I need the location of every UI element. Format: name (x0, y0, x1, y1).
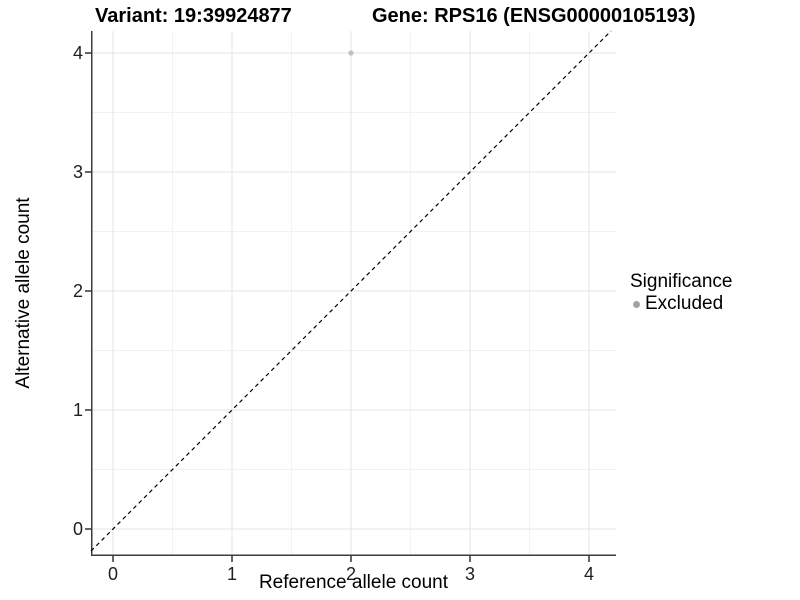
plot-canvas (85, 30, 616, 562)
y-tick-label-3: 3 (72, 162, 83, 182)
x-tick-label-4: 4 (583, 564, 594, 584)
legend-entry-label: Excluded (645, 293, 724, 314)
legend-entry-excluded: Excluded (633, 293, 732, 315)
y-tick-label-4: 4 (72, 43, 83, 63)
x-axis-title: Reference allele count (258, 572, 449, 593)
legend-title: Significance (630, 271, 733, 292)
excluded-point-icon (633, 300, 640, 308)
y-axis-title: Alternative allele count (13, 197, 34, 389)
x-tick-label-0: 0 (107, 564, 118, 584)
gene-title: Gene: RPS16 (ENSG00000105193) (372, 5, 696, 27)
x-tick-label-1: 1 (226, 564, 237, 584)
x-tick-label-2: 2 (345, 564, 356, 584)
x-tick-label-3: 3 (464, 564, 475, 584)
data-point-excluded (348, 50, 354, 56)
y-tick-label-0: 0 (72, 518, 83, 539)
plot-panel (85, 30, 616, 562)
y-tick-label-2: 2 (72, 281, 83, 301)
y-tick-label-1: 1 (72, 399, 83, 420)
identity-reference-line (90, 30, 612, 552)
legend: Significance Excluded (630, 270, 732, 315)
variant-title: Variant: 19:39924877 (95, 5, 292, 27)
